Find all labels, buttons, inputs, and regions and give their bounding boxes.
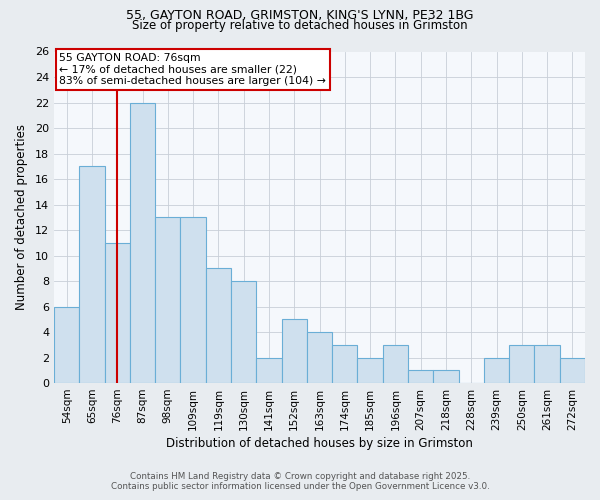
Bar [256,358,281,383]
Bar [560,358,585,383]
Bar [535,345,560,383]
Bar [130,102,155,383]
Bar [155,218,181,383]
Text: Size of property relative to detached houses in Grimston: Size of property relative to detached ho… [132,19,468,32]
Bar [433,370,458,383]
Bar [358,358,383,383]
Bar [332,345,358,383]
Bar [408,370,433,383]
Bar [383,345,408,383]
X-axis label: Distribution of detached houses by size in Grimston: Distribution of detached houses by size … [166,437,473,450]
Bar [484,358,509,383]
Bar [54,306,79,383]
Bar [281,320,307,383]
Bar [307,332,332,383]
Bar [104,243,130,383]
Bar [231,281,256,383]
Bar [509,345,535,383]
Text: Contains HM Land Registry data © Crown copyright and database right 2025.
Contai: Contains HM Land Registry data © Crown c… [110,472,490,491]
Y-axis label: Number of detached properties: Number of detached properties [15,124,28,310]
Bar [206,268,231,383]
Text: 55, GAYTON ROAD, GRIMSTON, KING'S LYNN, PE32 1BG: 55, GAYTON ROAD, GRIMSTON, KING'S LYNN, … [126,9,474,22]
Text: 55 GAYTON ROAD: 76sqm
← 17% of detached houses are smaller (22)
83% of semi-deta: 55 GAYTON ROAD: 76sqm ← 17% of detached … [59,53,326,86]
Bar [79,166,104,383]
Bar [181,218,206,383]
